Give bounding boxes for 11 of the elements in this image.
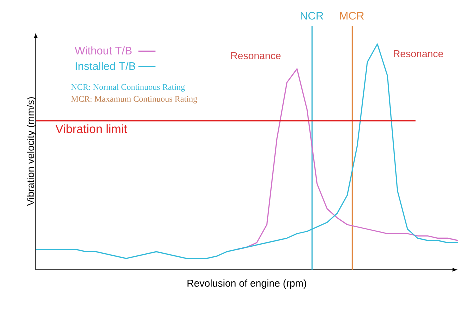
ref-line-label: Vibration limit	[56, 124, 128, 134]
annotation: NCR: Normal Continuous Rating	[71, 84, 186, 92]
text: NCR	[301, 12, 324, 20]
legend-label: Without T/B	[75, 46, 132, 55]
annotation: Resonance	[394, 50, 444, 58]
legend-label: Installed T/B	[76, 62, 136, 70]
x-axis-title: Revolusion of engine (rpm)	[188, 280, 306, 289]
text: MCR	[340, 12, 364, 20]
y-axis-title: Vibration velocity (mm/s)	[27, 97, 36, 206]
annotation: Resonance	[232, 52, 281, 60]
annotation: MCR: Maxamum Continuous Rating	[71, 96, 198, 104]
